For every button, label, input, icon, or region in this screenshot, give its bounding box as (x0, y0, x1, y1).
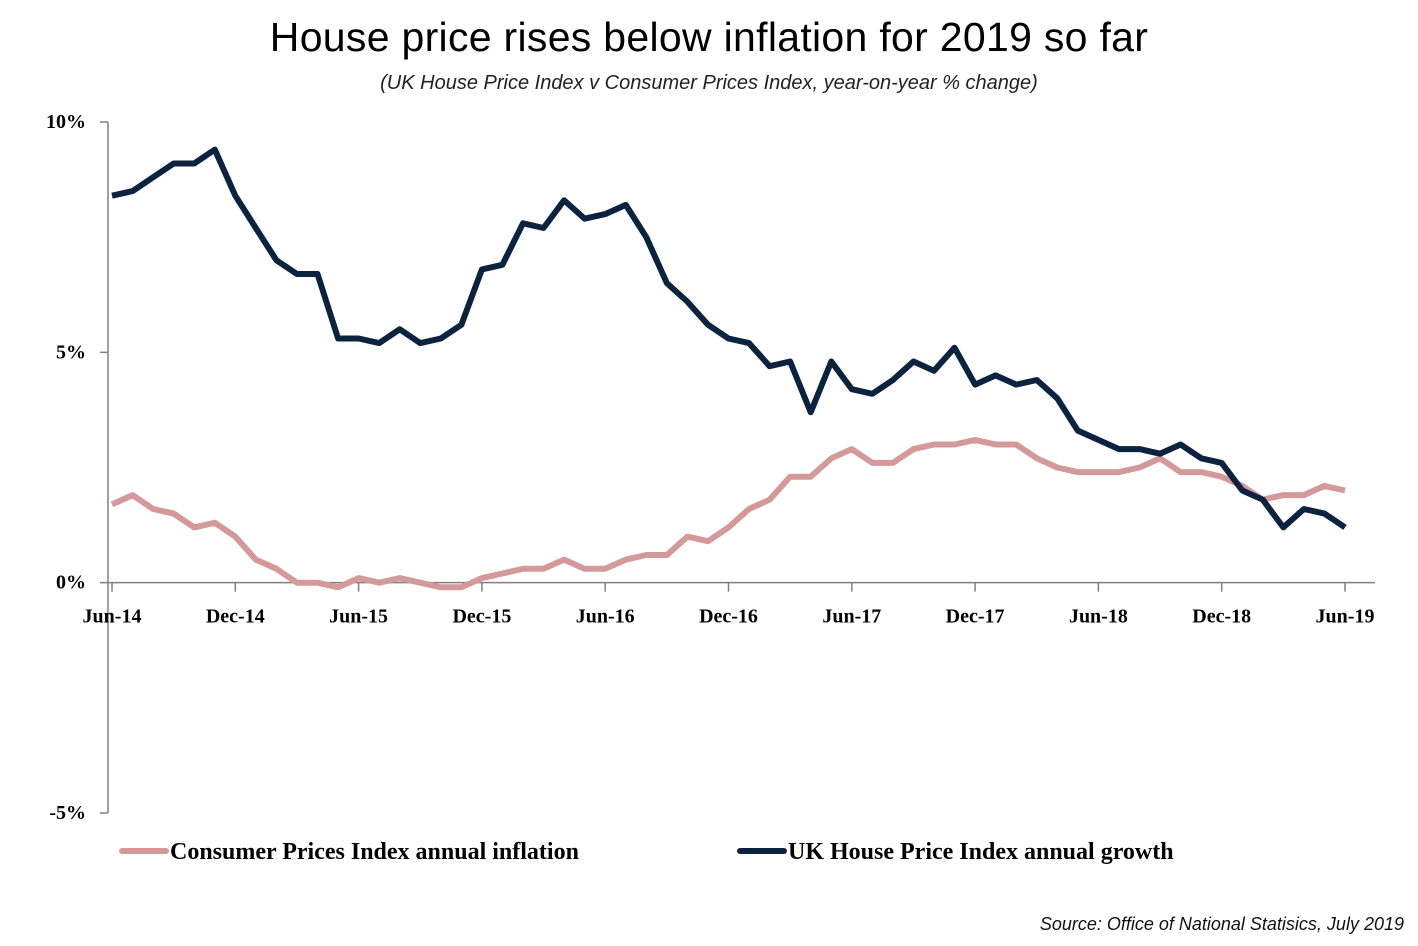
x-tick-label: Jun-16 (576, 606, 635, 628)
x-tick-label: Dec-15 (452, 606, 511, 628)
y-tick-label: 5% (56, 341, 86, 363)
legend: Consumer Prices Index annual inflation UK… (119, 839, 1174, 865)
x-tick-label: Dec-17 (946, 606, 1005, 628)
source-note: Source: Office of National Statisics, Ju… (1039, 914, 1404, 934)
x-tick-label: Dec-14 (206, 606, 265, 628)
x-tick-label: Jun-14 (83, 606, 142, 628)
y-tick-label: 10% (46, 111, 86, 133)
x-tick-label: Dec-18 (1192, 606, 1251, 628)
chart-title: House price rises below inflation for 20… (269, 14, 1149, 60)
legend-label-hpi: UK House Price Index annual growth (788, 839, 1174, 865)
series-line-hpi (111, 146, 1347, 531)
x-tick-label: Dec-16 (699, 606, 758, 628)
y-tick-label: -5% (49, 802, 86, 824)
axes: 10% 5% 0% -5% Jun-14 Dec-14 Jun-15 Dec-15 Jun-16… (46, 111, 1375, 824)
x-tick-label: Jun-15 (329, 606, 388, 628)
chart-subtitle: (UK House Price Index v Consumer Prices … (380, 72, 1038, 94)
y-tick-label: 0% (56, 572, 86, 594)
x-tick-label: Jun-17 (822, 606, 881, 628)
series-line-cpi (110, 436, 1346, 591)
x-tick-label: Jun-19 (1316, 606, 1375, 628)
series-lines (110, 146, 1347, 591)
x-tick-label: Jun-18 (1069, 606, 1128, 628)
legend-label-cpi: Consumer Prices Index annual inflation (170, 839, 579, 865)
